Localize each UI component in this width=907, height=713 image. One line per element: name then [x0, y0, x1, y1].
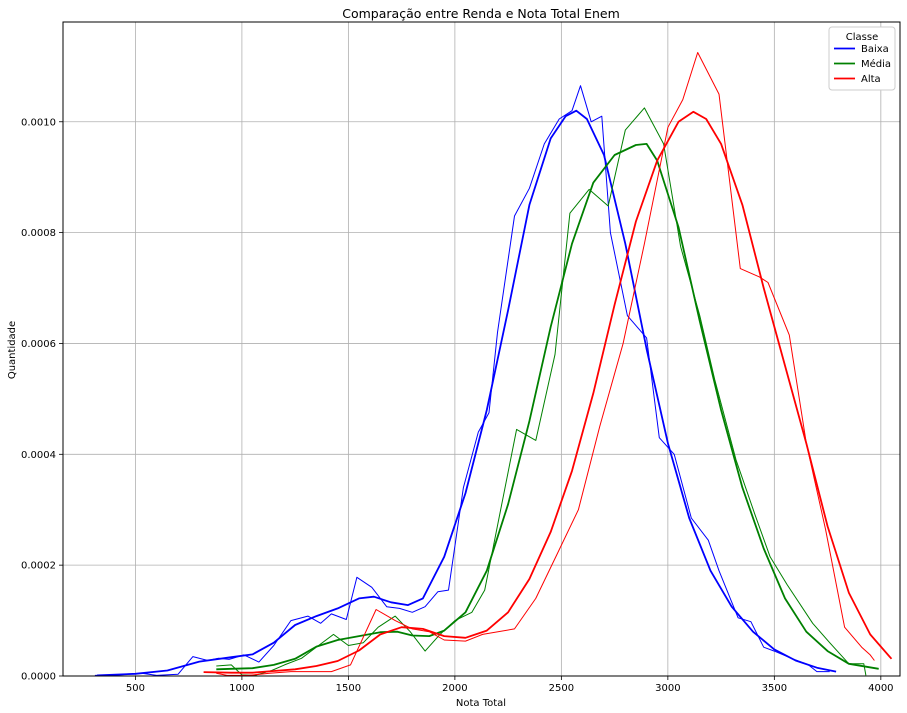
legend: Classe Baixa Média Alta — [828, 26, 896, 91]
y-tick-label: 0.0010 — [21, 117, 56, 128]
x-tick-label: 2000 — [442, 683, 467, 694]
y-axis-ticks: 0.0000 0.0002 0.0004 0.0006 0.0008 0.0010 — [21, 117, 63, 683]
x-tick-label: 1500 — [336, 683, 361, 694]
legend-entries: Baixa Média Alta — [834, 44, 891, 85]
legend-label-baixa: Baixa — [861, 44, 889, 55]
y-tick-label: 0.0002 — [21, 561, 56, 572]
series-alta-kde-line — [203, 110, 893, 674]
series-baixa-kde-line — [97, 109, 837, 677]
x-axis-label: Nota Total — [456, 698, 506, 709]
x-tick-label: 1000 — [229, 683, 254, 694]
series-layer — [94, 52, 893, 677]
plot-frame — [62, 21, 901, 677]
x-tick-label: 4000 — [868, 683, 893, 694]
series-alta-histogram-line — [216, 52, 875, 676]
chart-title: Comparação entre Renda e Nota Total Enem — [342, 6, 620, 21]
y-tick-label: 0.0008 — [21, 228, 56, 239]
x-tick-label: 2500 — [549, 683, 574, 694]
x-tick-label: 3000 — [655, 683, 680, 694]
legend-label-alta: Alta — [861, 74, 881, 85]
y-axis-label: Quantidade — [7, 321, 18, 379]
legend-label-media: Média — [861, 58, 891, 70]
x-tick-label: 3500 — [762, 683, 787, 694]
y-tick-label: 0.0000 — [21, 672, 56, 683]
grid — [63, 22, 900, 677]
y-tick-label: 0.0006 — [21, 339, 56, 350]
x-axis-ticks: 500 1000 1500 2000 2500 3000 3500 4000 — [126, 676, 894, 694]
legend-title: Classe — [846, 32, 878, 43]
legend-box — [828, 26, 896, 91]
x-tick-label: 500 — [126, 683, 145, 694]
y-tick-label: 0.0004 — [21, 450, 56, 461]
series-media-kde-line — [216, 142, 879, 671]
